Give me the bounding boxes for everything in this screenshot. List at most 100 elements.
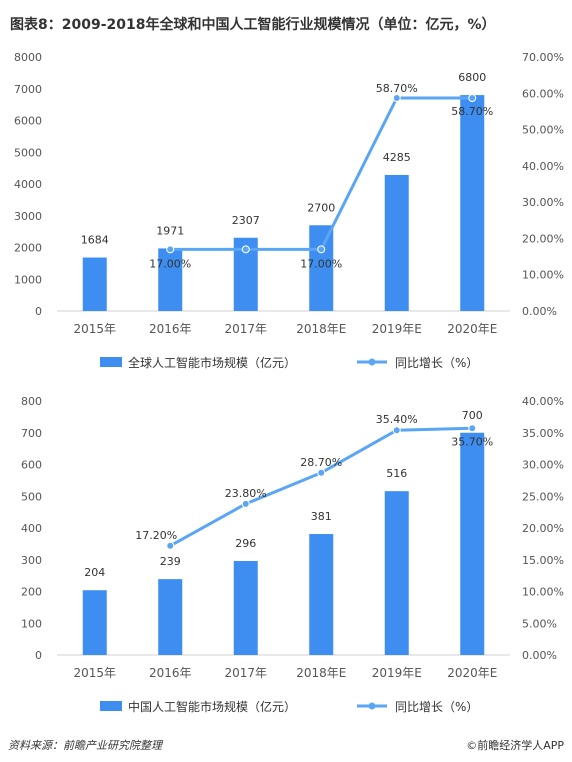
y-tick-label: 3000 [14, 210, 42, 223]
bar [309, 225, 334, 311]
y-tick-label: 5000 [14, 146, 42, 159]
growth-value-label: 28.70% [300, 456, 342, 469]
bar-value-label: 1971 [156, 224, 184, 237]
bar [233, 561, 258, 655]
growth-point [317, 468, 326, 477]
y2-tick-label: 10.00% [522, 269, 564, 282]
legend-line-marker [368, 702, 376, 710]
growth-point [317, 245, 326, 254]
growth-value-label: 23.80% [225, 487, 267, 500]
growth-value-label: 35.40% [376, 413, 418, 426]
y2-tick-label: 5.00% [522, 617, 557, 630]
x-tick-label: 2020年E [447, 322, 497, 336]
y-tick-label: 6000 [14, 115, 42, 128]
legend-bar-swatch [100, 701, 122, 711]
y2-tick-label: 20.00% [522, 232, 564, 245]
growth-line [169, 426, 473, 548]
growth-point [241, 245, 250, 254]
y-tick-label: 400 [21, 522, 42, 535]
bar-value-label: 2307 [232, 214, 260, 227]
x-tick-label: 2018年E [296, 322, 346, 336]
brand-watermark: ©前瞻经济学人APP [466, 739, 564, 752]
y2-tick-label: 0.00% [522, 649, 557, 662]
growth-value-label: 35.70% [451, 435, 493, 448]
y-tick-label: 500 [21, 490, 42, 503]
bar [384, 174, 409, 311]
y-tick-label: 4000 [14, 178, 42, 191]
bar-value-label: 2700 [307, 201, 335, 214]
growth-point [241, 499, 250, 508]
y2-tick-label: 10.00% [522, 586, 564, 599]
y-tick-label: 100 [21, 617, 42, 630]
y-tick-label: 8000 [14, 51, 42, 64]
legend-line-label: 同比增长（%） [395, 356, 478, 370]
x-tick-label: 2017年 [224, 322, 267, 336]
bar-value-label: 1684 [81, 234, 109, 247]
x-tick-label: 2016年 [149, 666, 192, 680]
y2-tick-label: 15.00% [522, 554, 564, 567]
y-tick-label: 200 [21, 586, 42, 599]
y2-tick-label: 0.00% [522, 305, 557, 318]
bar-value-label: 381 [311, 510, 332, 523]
growth-value-label: 17.00% [149, 257, 191, 270]
y2-tick-label: 40.00% [522, 395, 564, 408]
bar [158, 579, 183, 655]
growth-point [468, 94, 477, 103]
legend-line-marker [368, 358, 376, 366]
y-tick-label: 1000 [14, 273, 42, 286]
bar-value-label: 239 [160, 555, 181, 568]
x-tick-label: 2015年 [73, 666, 116, 680]
bar [460, 95, 485, 311]
y-tick-label: 800 [21, 395, 42, 408]
x-tick-label: 2016年 [149, 322, 192, 336]
y-tick-label: 7000 [14, 83, 42, 96]
growth-point [392, 94, 401, 103]
growth-value-label: 17.00% [300, 257, 342, 270]
y-tick-label: 600 [21, 459, 42, 472]
legend-bar-label: 中国人工智能市场规模（亿元） [128, 699, 296, 714]
bar-value-label: 516 [386, 467, 407, 480]
y-tick-label: 2000 [14, 242, 42, 255]
x-tick-label: 2018年E [296, 666, 346, 680]
bar [460, 432, 485, 655]
y-tick-label: 0 [35, 649, 42, 662]
bar-value-label: 4285 [383, 151, 411, 164]
bar-value-label: 6800 [458, 71, 486, 84]
x-tick-label: 2020年E [447, 666, 497, 680]
bar-value-label: 296 [235, 537, 256, 550]
china-ai-market-chart: 0 100 200 300 400 500 600 700 800 0.00% 5.00% 10.00… [21, 395, 564, 714]
growth-point [392, 426, 401, 435]
legend-line-label: 同比增长（%） [395, 700, 478, 714]
y2-tick-label: 40.00% [522, 160, 564, 173]
figure-title: 图表8：2009-2018年全球和中国人工智能行业规模情况（单位：亿元，%） [10, 17, 496, 33]
growth-point [468, 424, 477, 433]
source-note: 资料来源：前瞻产业研究院整理 [8, 739, 162, 752]
bar-value-label: 700 [462, 409, 483, 422]
growth-value-label: 58.70% [451, 105, 493, 118]
y2-tick-label: 20.00% [522, 522, 564, 535]
legend-bar-label: 全球人工智能市场规模（亿元） [128, 355, 296, 370]
bar [82, 590, 107, 655]
y-tick-label: 700 [21, 427, 42, 440]
growth-value-label: 17.20% [135, 529, 177, 542]
y2-tick-label: 50.00% [522, 124, 564, 137]
y2-tick-label: 30.00% [522, 196, 564, 209]
global-ai-market-chart: 0 1000 2000 3000 4000 5000 6000 7000 8000 0.00% 10… [14, 51, 564, 370]
bar [384, 491, 409, 655]
bar [309, 534, 334, 655]
y2-tick-label: 35.00% [522, 427, 564, 440]
x-tick-label: 2017年 [224, 666, 267, 680]
y2-tick-label: 30.00% [522, 459, 564, 472]
x-tick-label: 2019年E [372, 666, 422, 680]
bar-value-label: 204 [84, 566, 105, 579]
x-tick-label: 2015年 [73, 322, 116, 336]
y2-tick-label: 25.00% [522, 490, 564, 503]
growth-point [166, 541, 175, 550]
y-tick-label: 0 [35, 305, 42, 318]
bar [158, 248, 183, 311]
growth-value-label: 58.70% [376, 82, 418, 95]
x-tick-label: 2019年E [372, 322, 422, 336]
bar [82, 257, 107, 311]
y2-tick-label: 70.00% [522, 51, 564, 64]
y-tick-label: 300 [21, 554, 42, 567]
